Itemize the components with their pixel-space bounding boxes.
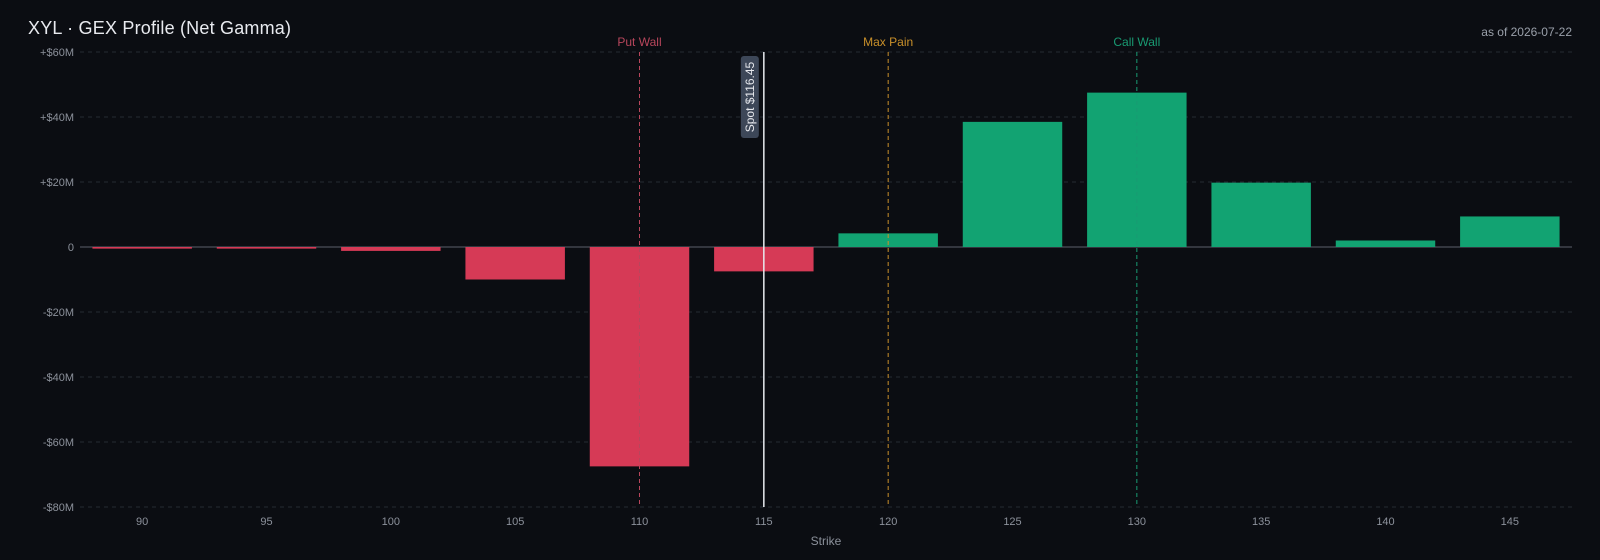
y-tick-label: 0: [68, 242, 74, 254]
put-wall-label: Put Wall: [617, 35, 661, 49]
gex-bar-145: [1460, 216, 1560, 247]
x-tick-label: 145: [1501, 516, 1519, 528]
spot-label-box: [740, 56, 759, 138]
gex-bar-95: [216, 247, 317, 249]
x-tick-label: 105: [506, 516, 524, 528]
gex-bar-105: [465, 247, 565, 280]
gex-bar-140: [1335, 240, 1436, 247]
max-pain-label: Max Pain: [863, 35, 913, 49]
x-tick-label: 95: [260, 516, 272, 528]
reference-lines: Put Wall Max Pain Call Wall Spot $116.45: [617, 35, 1160, 507]
x-tick-label: 115: [755, 516, 773, 528]
y-tick-label: -$80M: [43, 502, 74, 514]
y-tick-label: +$20M: [40, 177, 74, 189]
x-tick-label: 135: [1252, 516, 1270, 528]
call-wall-label: Call Wall: [1113, 35, 1160, 49]
gex-bar-100: [341, 247, 441, 251]
x-tick-label: 100: [382, 516, 400, 528]
gex-bar-120: [838, 233, 938, 247]
x-tick-label: 125: [1003, 516, 1021, 528]
x-tick-label: 120: [879, 516, 897, 528]
grid-lines: [80, 51, 1572, 508]
x-tick-label: 140: [1376, 516, 1394, 528]
y-tick-label: -$60M: [43, 437, 74, 449]
y-tick-label: +$40M: [40, 112, 74, 124]
y-tick-label: -$40M: [43, 372, 74, 384]
x-axis-ticks: 90 95 100 105 110 115 120 125 130 135 140 145: [136, 516, 1519, 528]
gex-bar-135: [1211, 182, 1311, 247]
gex-bar-125: [962, 121, 1063, 247]
as-of-date: as of 2026-07-22: [1481, 25, 1572, 39]
x-axis-title: Strike: [811, 534, 842, 548]
spot-label: Spot $116.45: [743, 61, 757, 132]
y-tick-label: -$20M: [43, 307, 74, 319]
y-axis-ticks: +$60M +$40M +$20M 0 -$20M -$40M -$60M -$80M: [40, 47, 74, 514]
x-tick-label: 110: [631, 516, 649, 528]
bars: [92, 92, 1560, 467]
x-tick-label: 130: [1128, 516, 1146, 528]
gex-bar-90: [92, 247, 192, 249]
chart-title: XYL · GEX Profile (Net Gamma): [28, 18, 292, 38]
y-tick-label: +$60M: [40, 47, 74, 59]
x-tick-label: 90: [136, 516, 148, 528]
